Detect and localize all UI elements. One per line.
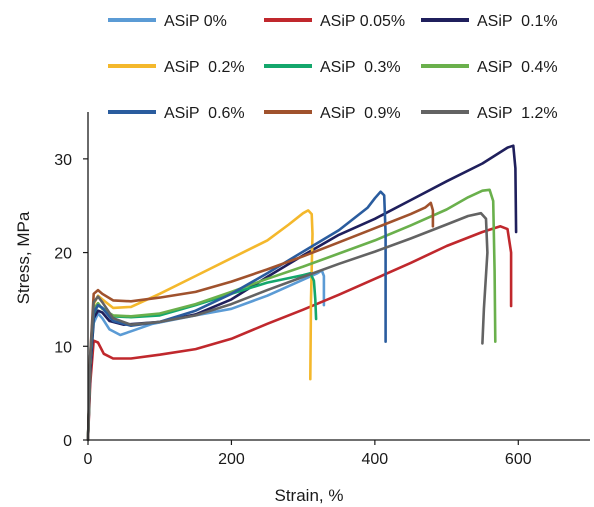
x-tick-label: 400 (362, 451, 389, 468)
legend-entry: ASiP 0.6% (108, 105, 245, 122)
legend-label: ASiP 0.05% (320, 13, 405, 30)
legend-label: ASiP 0.6% (164, 105, 245, 122)
y-tick-label: 0 (63, 433, 72, 450)
legend-entry: ASiP 0.3% (264, 59, 401, 76)
plot-series (86, 144, 518, 442)
legend-label: ASiP 0.4% (477, 59, 558, 76)
x-tick-label: 200 (218, 451, 245, 468)
series-line-3 (86, 144, 518, 442)
legend-label: ASiP 0.3% (320, 59, 401, 76)
ticks: 0 200 400 600 0 10 20 30 (54, 152, 532, 468)
legend-entry: ASiP 0.4% (421, 59, 558, 76)
y-axis-title: Stress, MPa (14, 211, 33, 304)
legend-entry: ASiP 0.05% (264, 13, 405, 30)
axes (87, 112, 590, 441)
legend-entry: ASiP 0% (108, 13, 227, 30)
legend-entry: ASiP 1.2% (421, 105, 558, 122)
series-line-9 (86, 211, 489, 442)
series-line-5 (86, 271, 318, 442)
legend-label: ASiP 0% (164, 13, 227, 30)
legend-label: ASiP 0.2% (164, 59, 245, 76)
x-tick-label: 0 (84, 451, 93, 468)
legend: ASiP 0% ASiP 0.05% ASiP 0.1% ASiP 0.2% ASiP … (108, 13, 558, 122)
legend-entry: ASiP 0.9% (264, 105, 401, 122)
y-tick-label: 10 (54, 339, 72, 356)
x-tick-label: 600 (505, 451, 532, 468)
y-tick-label: 20 (54, 246, 72, 263)
series-line-8 (86, 201, 435, 442)
y-tick-label: 30 (54, 152, 72, 169)
legend-label: ASiP 1.2% (477, 105, 558, 122)
legend-label: ASiP 0.9% (320, 105, 401, 122)
legend-entry: ASiP 0.2% (108, 59, 245, 76)
series-line-7 (86, 190, 387, 442)
legend-entry: ASiP 0.1% (421, 13, 558, 30)
series-line-1 (86, 269, 326, 442)
legend-label: ASiP 0.1% (477, 13, 558, 30)
x-axis-title: Strain, % (275, 486, 344, 505)
